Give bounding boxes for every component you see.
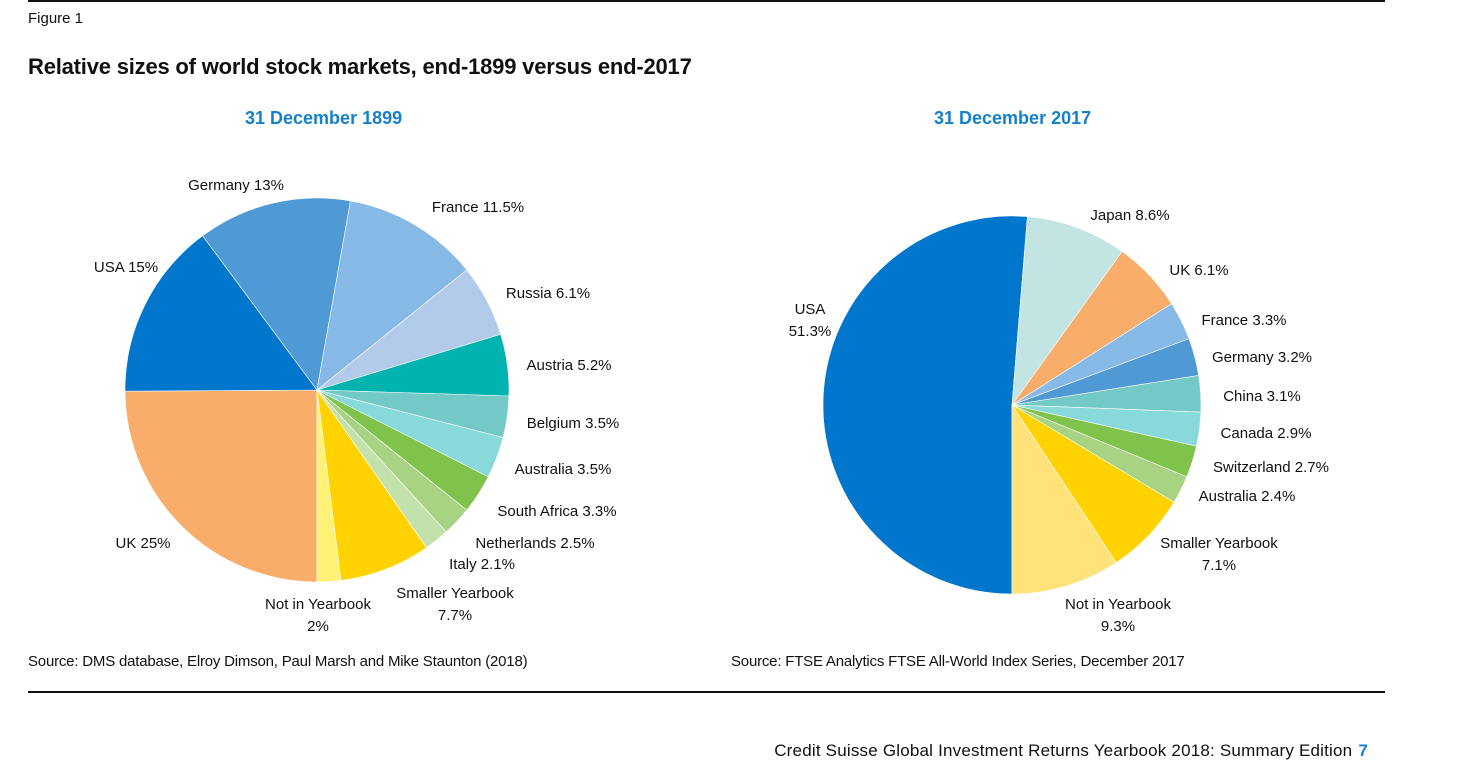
slice-label-france: France 3.3% (1201, 312, 1286, 329)
slice-label-germany: Germany 13% (188, 177, 284, 194)
slice-label-smaller-yearbook: Smaller Yearbook 7.7% (396, 585, 514, 624)
pie-slice-france (316, 200, 468, 391)
slice-label-austria: Austria 5.2% (526, 357, 611, 374)
slice-label-china: China 3.1% (1223, 388, 1301, 405)
slice-label-not-in-yearbook: Not in Yearbook 9.3% (1065, 596, 1171, 635)
page-footer: Credit Suisse Global Investment Returns … (774, 741, 1368, 761)
slice-label-germany: Germany 3.2% (1212, 349, 1312, 366)
footer-text: Credit Suisse Global Investment Returns … (774, 741, 1353, 760)
slice-label-uk: UK 25% (115, 535, 170, 552)
slice-label-italy: Italy 2.1% (449, 556, 515, 573)
slice-label-france: France 11.5% (432, 199, 524, 216)
source-1899: Source: DMS database, Elroy Dimson, Paul… (28, 653, 528, 670)
pie-slice-uk (124, 389, 318, 583)
pie-1899: UK 25% USA 15% Germany 13% France 11.5% Russ… (94, 177, 619, 635)
pie-slice-smaller-yearbook (316, 389, 427, 581)
pie-2017: USA 51.3% Japan 8.6% UK 6.1% France 3.3% Germ… (789, 207, 1329, 635)
pie-slice-not-in-yearbook (1011, 404, 1117, 595)
slice-label-netherlands: Netherlands 2.5% (475, 535, 594, 552)
slice-label-usa: USA 15% (94, 259, 158, 276)
figure-title: Relative sizes of world stock markets, e… (28, 54, 692, 79)
slice-label-russia: Russia 6.1% (506, 285, 590, 302)
slice-label-uk: UK 6.1% (1169, 262, 1228, 279)
pie-slice-usa (822, 215, 1028, 595)
slice-label-australia: Australia 2.4% (1199, 488, 1296, 505)
slice-label-canada: Canada 2.9% (1221, 425, 1312, 442)
pie-slice-germany (202, 197, 351, 391)
page-number: 7 (1358, 741, 1368, 760)
slice-label-not-in-yearbook: Not in Yearbook 2% (265, 596, 371, 635)
bottom-rule (28, 691, 1385, 693)
top-rule (28, 0, 1385, 2)
chart-2017-title: 31 December 2017 (934, 108, 1092, 128)
slice-label-usa: USA 51.3% (789, 301, 832, 340)
source-2017: Source: FTSE Analytics FTSE All-World In… (731, 653, 1185, 670)
slice-label-australia: Australia 3.5% (515, 461, 612, 478)
pie-slice-usa (124, 235, 318, 392)
chart-1899-title: 31 December 1899 (245, 108, 403, 128)
slice-label-belgium: Belgium 3.5% (527, 415, 620, 432)
slice-label-switzerland: Switzerland 2.7% (1213, 459, 1329, 476)
slice-label-smaller-yearbook: Smaller Yearbook 7.1% (1160, 535, 1278, 574)
slice-label-japan: Japan 8.6% (1090, 207, 1169, 224)
pie-slice-not-in-yearbook (316, 389, 342, 583)
figure-label: Figure 1 (28, 10, 84, 27)
slice-label-south-africa: South Africa 3.3% (497, 503, 616, 520)
pie-slice-japan (1011, 216, 1123, 407)
